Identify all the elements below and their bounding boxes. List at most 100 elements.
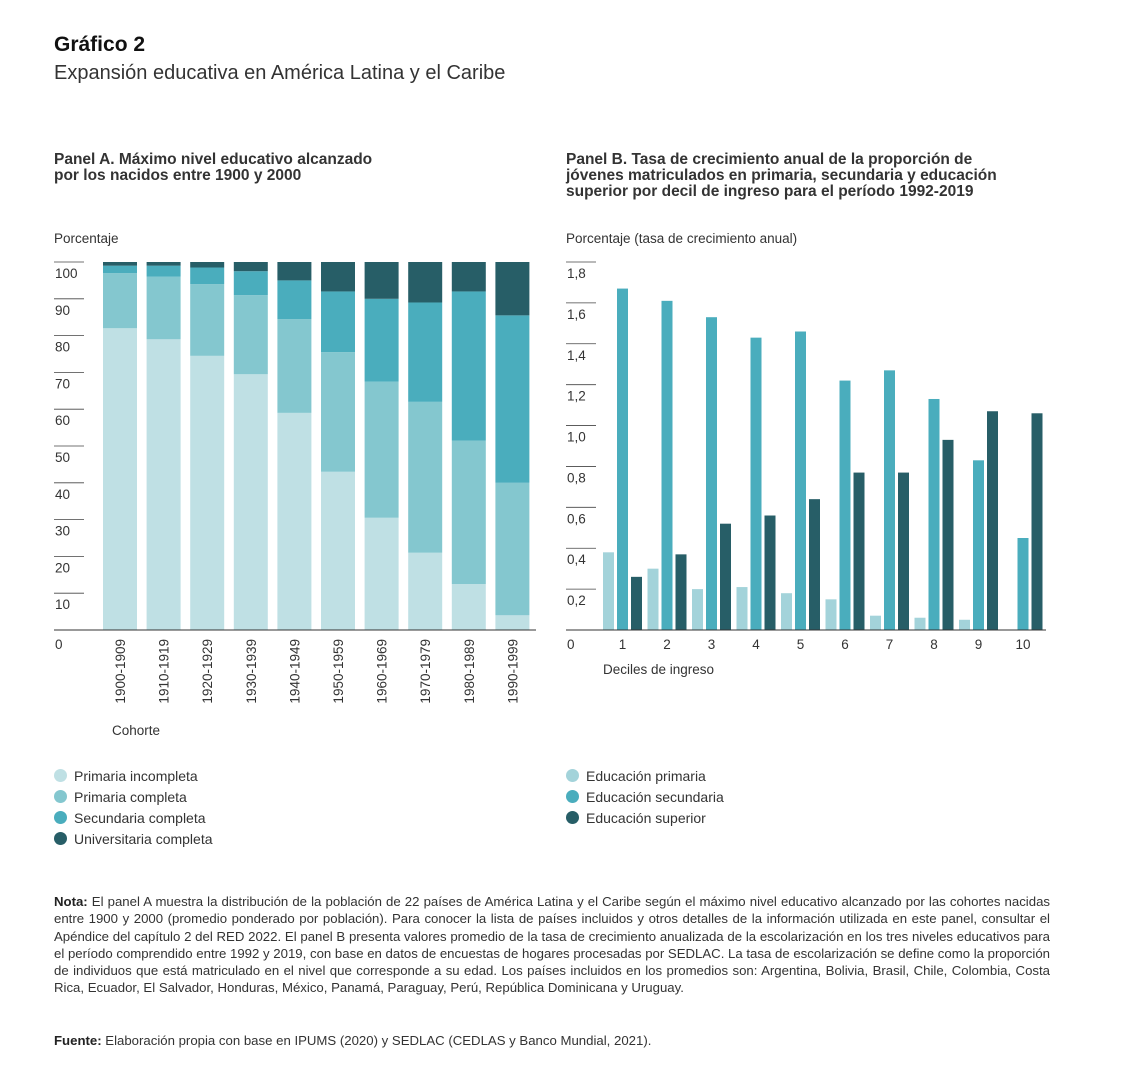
panel-a-bar-segment [451,291,486,441]
panel-b-bar [987,411,998,630]
panel-b-bar [825,599,837,630]
panel-a-bar-segment [321,262,355,292]
panel-a-bar-segment [321,291,355,353]
note-text: El panel A muestra la distribución de la… [54,894,1050,996]
panel-a-bar-segment [103,262,137,266]
panel-b-legend-item: Educación primaria [566,765,724,786]
panel-a-bar-segment [146,339,181,630]
figure-subtitle: Expansión educativa en América Latina y … [54,62,506,84]
panel-a-xtick: 1950-1959 [331,639,346,704]
panel-a-legend-item: Primaria completa [54,786,213,807]
panel-a-bar-segment [277,412,312,630]
panel-b-legend-label: Educación primaria [586,767,706,784]
source-text: Elaboración propia con base en IPUMS (20… [101,1033,652,1048]
panel-a-bar-segment [190,284,225,356]
panel-b-bar [706,317,717,630]
panel-a-ytick: 10 [55,597,70,612]
panel-a-bar-segment [277,319,312,413]
note-label: Nota: [54,894,88,909]
panel-b-bar [973,460,984,630]
panel-b-bar [959,619,970,630]
panel-a-xtick: 1900-1909 [113,639,128,704]
source: Fuente: Elaboración propia con base en I… [54,1033,651,1048]
panel-a-xtick: 1930-1939 [244,639,259,704]
panel-a-bar-segment [277,280,312,320]
panel-b-title-line1: Panel B. Tasa de crecimiento anual de la… [566,151,973,168]
panel-a-bar-segment [190,267,225,285]
panel-b-xtick: 5 [797,637,805,652]
panel-b-ytick: 0,2 [567,593,586,608]
panel-a-bar-segment [408,262,443,303]
panel-b-bar [617,288,628,630]
panel-b-legend-swatch [566,769,579,782]
panel-a-bar-segment [495,615,530,630]
panel-b-xtick: 8 [930,637,938,652]
panel-a-title-line2: por los nacidos entre 1900 y 2000 [54,167,302,184]
panel-b-bar [692,589,703,630]
panel-a-bar-segment [408,552,443,630]
panel-a-ytick: 60 [55,413,70,428]
panel-a-legend-item: Secundaria completa [54,807,213,828]
panel-a-ytick: 20 [55,560,70,575]
panel-b-bar [675,554,687,630]
panel-a-xtick: 1980-1989 [462,639,477,704]
panel-b-xtick: 6 [841,637,849,652]
panel-a-bar-segment [103,328,137,630]
panel-b-bar [839,380,851,630]
panel-b-ytick: 1,4 [567,348,586,363]
panel-b-xtick: 7 [886,637,894,652]
panel-a-legend-swatch [54,769,67,782]
panel-a-legend: Primaria incompleta Primaria completa Secu… [54,765,213,849]
panel-b-legend: Educación primaria Educación secundaria Ed… [566,765,724,828]
panel-b-bar [736,587,748,630]
source-label: Fuente: [54,1033,102,1048]
panel-a-legend-item: Universitaria completa [54,828,213,849]
panel-a-bar-segment [451,584,486,630]
panel-a-bar-segment [408,302,443,402]
panel-a-bar-segment [146,276,181,340]
charts-canvas: Porcentaje01020304050607080901001900-190… [54,231,1046,738]
panel-b-ytick: 0,4 [567,552,586,567]
panel-b-bar [884,370,895,630]
panel-a-xtick: 1960-1969 [375,639,390,704]
panel-a-title: Panel A. Máximo nivel educativo alcanzad… [54,152,372,184]
panel-b-ytick: 0,8 [567,470,586,485]
panel-b-bar [603,552,614,630]
panel-a-bar-segment [233,271,268,296]
panel-b-legend-label: Educación superior [586,809,706,826]
panel-a-bar-segment [277,262,312,281]
panel-b-ytick: 1,0 [567,430,586,445]
panel-b-ytick: 0,6 [567,511,586,526]
note: Nota: El panel A muestra la distribución… [54,893,1050,997]
panel-a-legend-label: Primaria incompleta [74,767,198,784]
panel-a-bar-segment [103,273,137,329]
panel-a-bar-segment [364,298,399,382]
panel-b-bar [795,331,806,630]
panel-b-title: Panel B. Tasa de crecimiento anual de la… [566,152,997,200]
panel-a-ytick: 40 [55,487,70,502]
panel-b-ylabel: Porcentaje (tasa de crecimiento anual) [566,231,797,246]
panel-b-ytick: 1,2 [567,389,586,404]
panel-a-bar-segment [495,315,530,483]
panel-a-bar-segment [364,381,399,518]
panel-a-bar-segment [233,262,268,272]
panel-b-bar [750,337,762,630]
panel-b-bar [720,523,731,630]
panel-a-bar-segment [233,374,268,630]
panel-b-legend-item: Educación superior [566,807,724,828]
panel-a-bar-segment [146,262,181,266]
panel-a-bar-segment [146,265,181,277]
panel-a-bar-segment [321,352,355,472]
panel-a-legend-swatch [54,832,67,845]
panel-a-ytick: 90 [55,303,70,318]
panel-b-legend-item: Educación secundaria [566,786,724,807]
panel-b-ytick: 1,6 [567,307,586,322]
panel-b-bar [661,300,673,630]
panel-a-ytick: 50 [55,450,70,465]
panel-a-bar-segment [451,440,486,584]
panel-b-xtick: 3 [708,637,716,652]
panel-a-chart: Porcentaje 0 10 20 30 40 50 60 70 80 90 100 1900-190… [54,231,536,738]
panel-b-bar [914,617,926,630]
panel-a-xtick: 1990-1999 [505,639,520,704]
panel-a-legend-swatch [54,811,67,824]
